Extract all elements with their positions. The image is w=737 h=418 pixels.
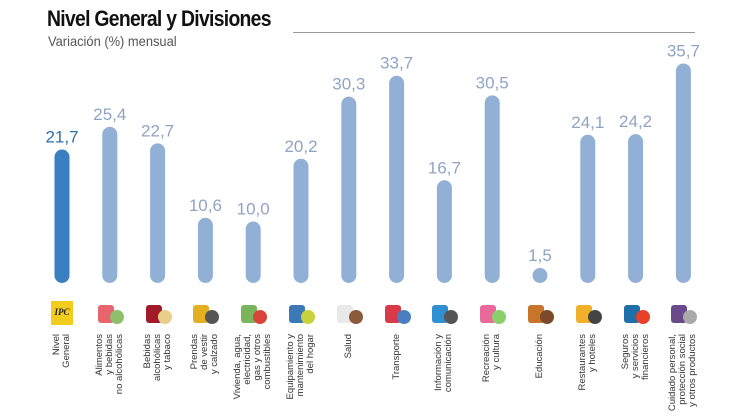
value-label: 20,2 (284, 137, 317, 156)
school-icon (523, 297, 557, 331)
bar-3 (150, 143, 166, 283)
house-icon (236, 297, 270, 331)
value-label: 24,2 (619, 112, 652, 131)
ipc-logo-icon: IPC (45, 297, 79, 331)
doctor-icon (332, 297, 366, 331)
category-label: Nivel General (51, 334, 72, 368)
category-label: Transporte (390, 334, 402, 380)
category-label: Recreación y cultura (481, 334, 503, 383)
value-label: 30,5 (476, 73, 509, 92)
bar-9 (436, 180, 452, 283)
category-label: Prendas de vestir y calzado (189, 334, 221, 375)
value-label: 10,6 (189, 196, 222, 215)
value-label: 24,1 (571, 113, 604, 132)
cutlery-icon (571, 297, 605, 331)
value-label: 1,5 (528, 246, 552, 265)
bar-14 (675, 63, 691, 283)
jacket-icon (188, 297, 222, 331)
value-label: 10,0 (237, 200, 270, 219)
chart-subtitle: Variación (%) mensual (48, 33, 177, 49)
bar-6 (293, 158, 309, 283)
value-label: 21,7 (45, 128, 78, 147)
value-label: 16,7 (428, 158, 461, 177)
category-label: Equipamiento y mantenimiento del hogar (285, 334, 316, 400)
category-label: Bebidas alcohólicas y tabaco (141, 334, 173, 381)
bar-10 (484, 95, 500, 283)
value-label: 35,7 (667, 41, 700, 60)
car-plane-icon (380, 297, 414, 331)
category-label: Información y comunicación (433, 334, 455, 393)
bar-11 (532, 268, 548, 283)
value-label: 25,4 (93, 105, 126, 124)
bar-2 (102, 126, 118, 283)
bar-1 (54, 149, 70, 283)
bar-4 (197, 217, 213, 283)
bar-5 (245, 221, 261, 283)
value-label: 22,7 (141, 121, 174, 140)
bar-13 (628, 134, 644, 283)
washing-machine-icon (284, 297, 318, 331)
category-label: Restaurantes y hoteles (576, 334, 598, 391)
bank-icon (619, 297, 653, 331)
chart-title: Nivel General y Divisiones (47, 6, 272, 31)
food-icon (93, 297, 127, 331)
bar-12 (580, 134, 596, 283)
value-label: 33,7 (380, 54, 413, 73)
svg-text:IPC: IPC (53, 307, 70, 317)
title-rule (293, 32, 695, 33)
bar-8 (389, 75, 405, 284)
category-label: Educación (534, 334, 545, 379)
category-label: Seguros y servicios financieros (619, 334, 651, 380)
category-label: Vivienda, agua, electricidad, gas y otro… (232, 334, 274, 400)
bar-7 (341, 96, 357, 283)
personal-care-icon (666, 297, 700, 331)
category-label: Alimentos y bebidas no alcohólicas (93, 334, 125, 395)
category-label: Salud (342, 334, 354, 359)
theater-masks-icon (475, 297, 509, 331)
category-label: Cuidado personal, protección social y ot… (667, 334, 699, 412)
value-label: 30,3 (332, 75, 365, 94)
computer-icon (427, 297, 461, 331)
wine-bottles-icon (141, 297, 175, 331)
